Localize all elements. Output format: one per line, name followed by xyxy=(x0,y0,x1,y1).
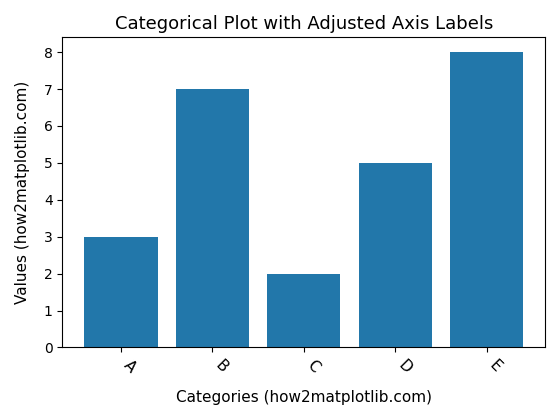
Bar xyxy=(450,52,523,347)
Y-axis label: Values (how2matplotlib.com): Values (how2matplotlib.com) xyxy=(15,81,30,304)
X-axis label: Categories (how2matplotlib.com): Categories (how2matplotlib.com) xyxy=(176,390,432,405)
Bar xyxy=(267,274,340,347)
Title: Categorical Plot with Adjusted Axis Labels: Categorical Plot with Adjusted Axis Labe… xyxy=(115,15,493,33)
Bar xyxy=(176,89,249,347)
Bar xyxy=(85,237,157,347)
Bar xyxy=(358,163,432,347)
